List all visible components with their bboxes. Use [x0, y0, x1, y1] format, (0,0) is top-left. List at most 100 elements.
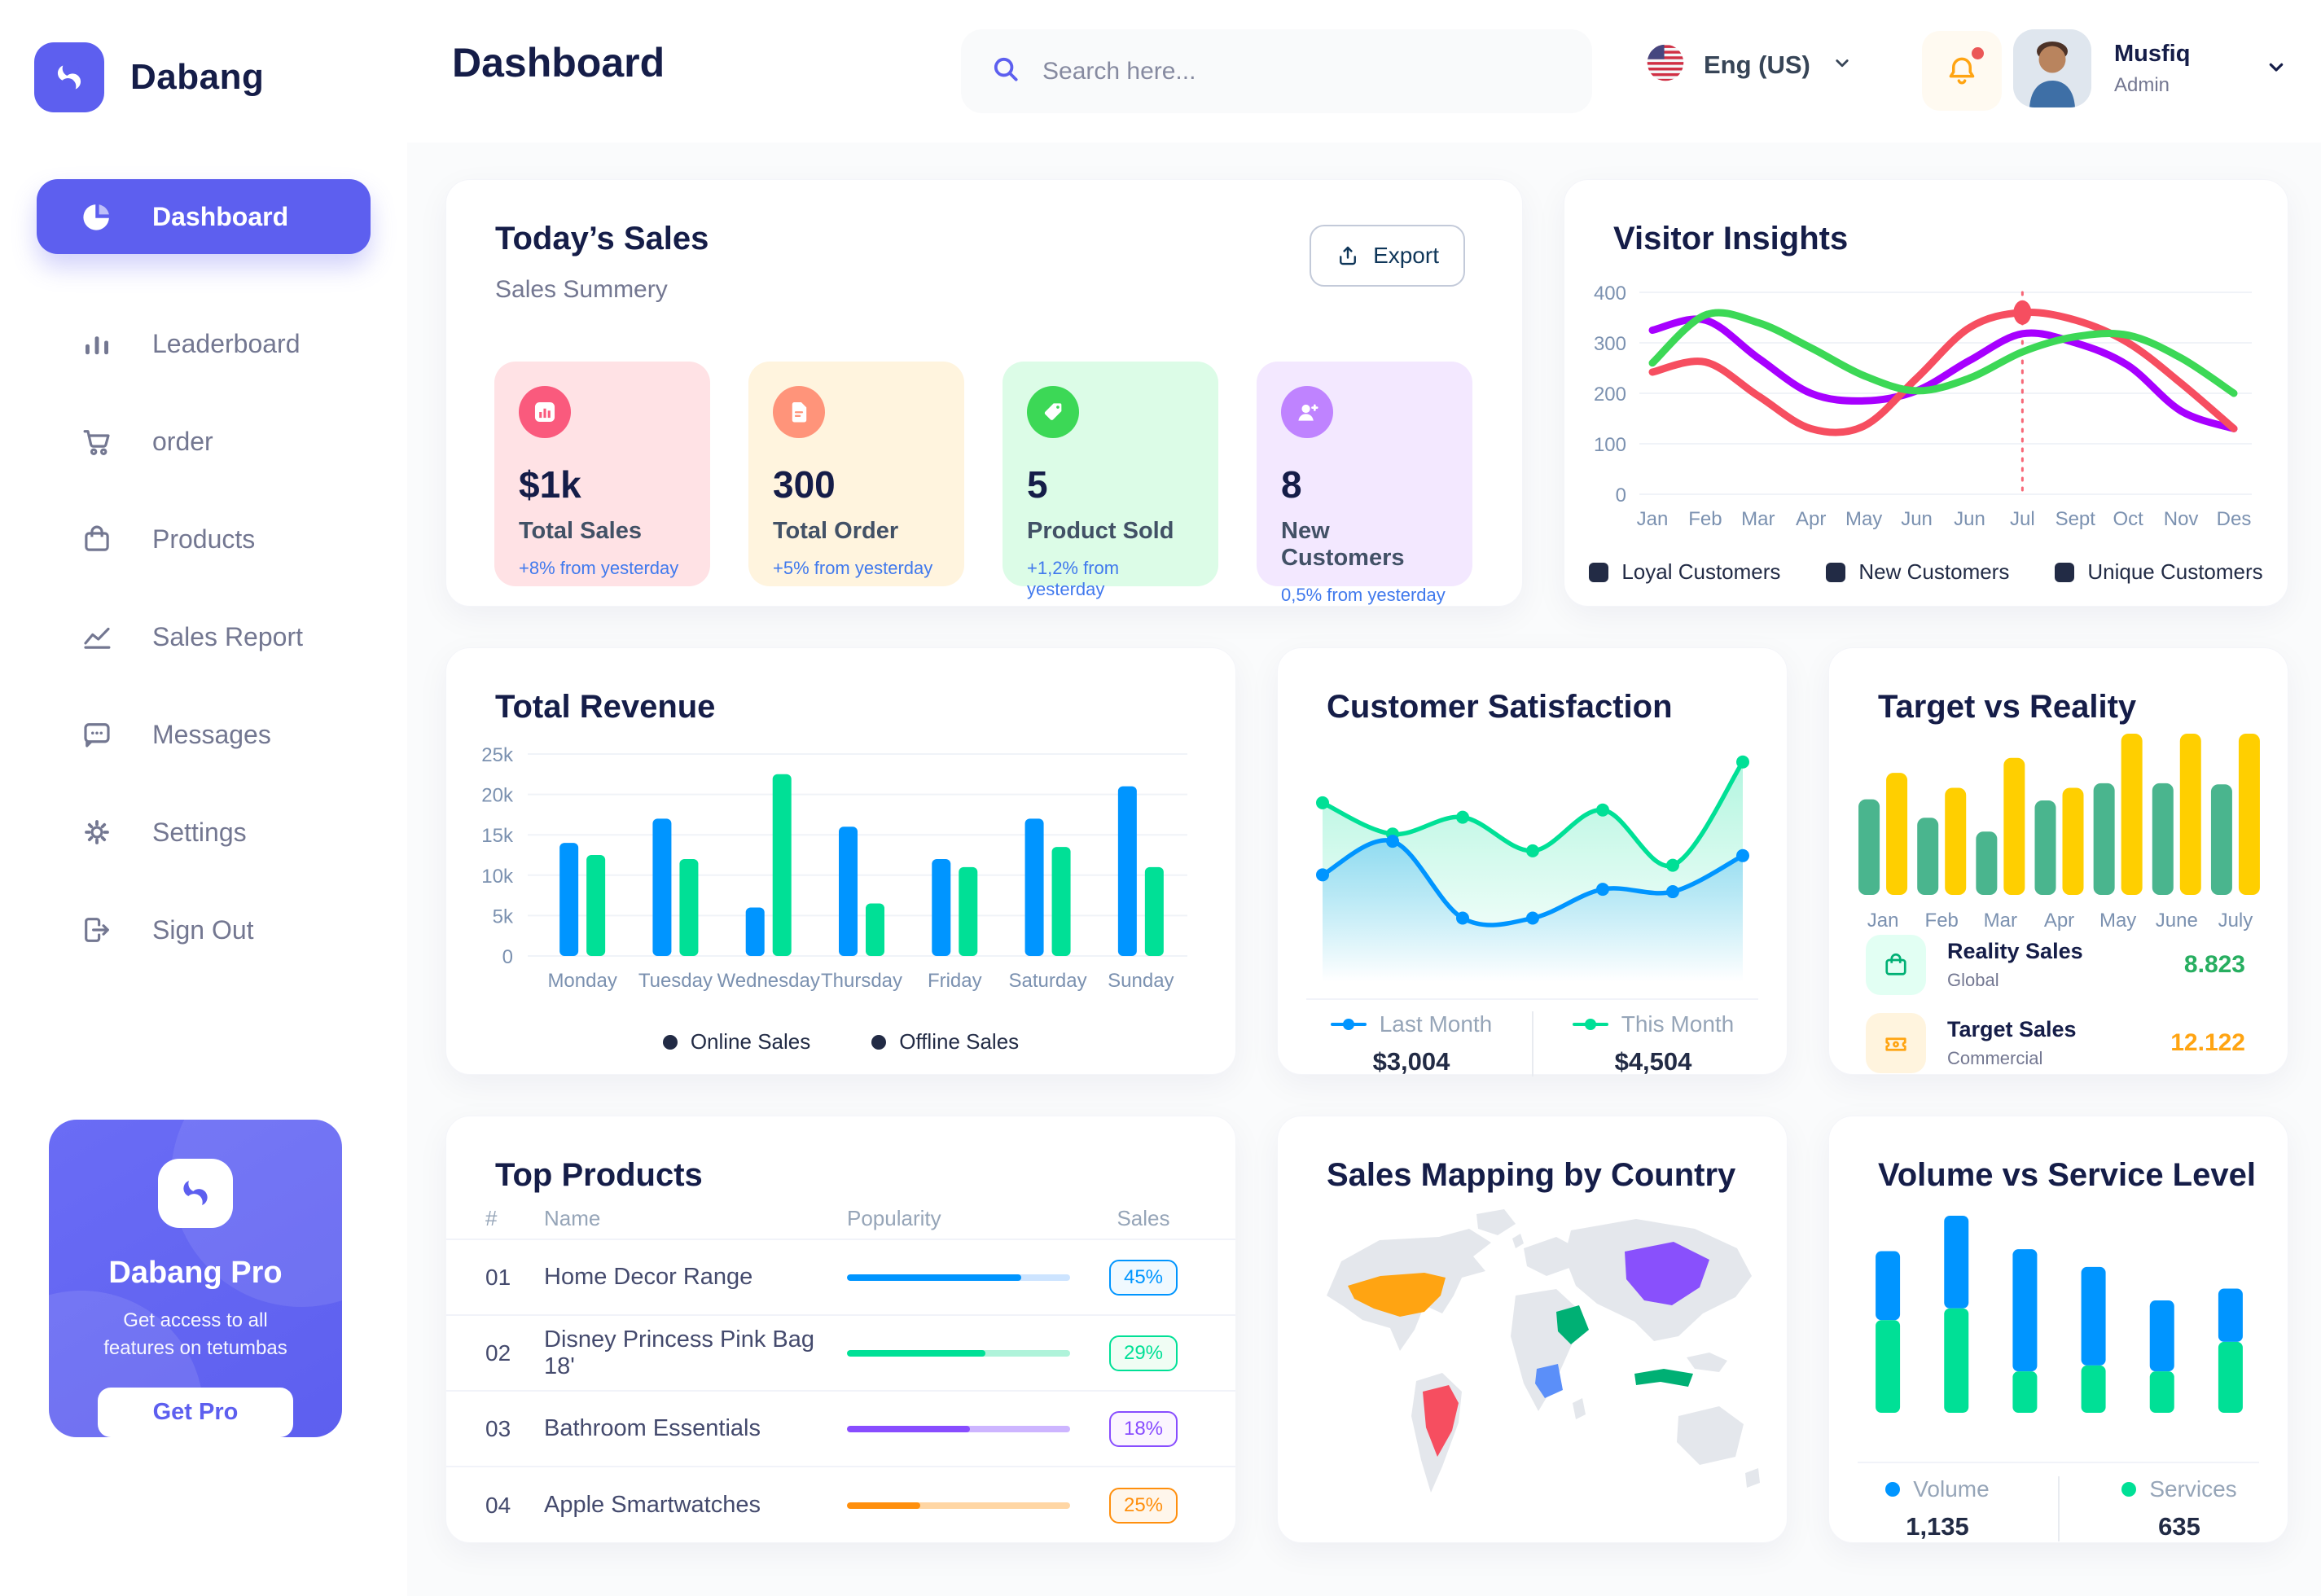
stat-label: New Customers: [1281, 518, 1405, 571]
stat-new-customers: 8 New Customers 0,5% from yesterday: [1257, 362, 1472, 605]
promo-description: Get access to all features on tetumbas: [103, 1309, 287, 1360]
table-row: 02 Disney Princess Pink Bag 18' 29%: [446, 1316, 1235, 1392]
svg-text:Feb: Feb: [1925, 910, 1959, 932]
svg-text:400: 400: [1594, 283, 1626, 305]
top-products-card: Top Products # Name Popularity Sales 01 …: [445, 1116, 1236, 1543]
table-row: 04 Apple Smartwatches 25%: [446, 1467, 1235, 1543]
svg-text:Oct: Oct: [2113, 508, 2144, 530]
search-input[interactable]: [1042, 57, 1563, 86]
svg-text:Jul: Jul: [2010, 508, 2035, 530]
target-sales-row: Target Sales Commercial 12.122: [1866, 1013, 2245, 1073]
svg-text:0: 0: [502, 946, 513, 968]
bag-icon: [79, 521, 115, 557]
visitor-insights-chart: 0 100 200 300 400 Jan Feb Mar Apr May Jun Jun Jul Sep…: [1594, 283, 2252, 530]
svg-text:10k: 10k: [481, 866, 514, 888]
sidebar-item-dashboard[interactable]: Dashboard: [37, 179, 371, 254]
sidebar-item-products[interactable]: Products: [37, 502, 371, 577]
sales-badge: 18%: [1109, 1410, 1178, 1447]
promo-card: Dabang Pro Get access to all features on…: [49, 1120, 342, 1437]
notification-dot: [1972, 47, 1984, 59]
svg-text:Sunday: Sunday: [1108, 970, 1174, 992]
sales-chart-icon: [534, 401, 555, 423]
svg-text:July: July: [2218, 910, 2253, 932]
sign-out-icon: [79, 912, 115, 948]
brand-name: Dabang: [130, 57, 265, 97]
sidebar-item-order[interactable]: order: [37, 404, 371, 479]
target-sales-value: 12.122: [2170, 1029, 2245, 1056]
country-drc: [1535, 1364, 1563, 1398]
svg-text:5k: 5k: [493, 905, 514, 927]
stat-value: 300: [773, 463, 836, 506]
sidebar-item-label: Leaderboard: [152, 328, 301, 358]
popularity-bar: [847, 1349, 1070, 1357]
svg-text:Apr: Apr: [2044, 910, 2074, 932]
sidebar-item-label: Settings: [152, 817, 247, 847]
svg-text:100: 100: [1594, 434, 1626, 456]
legend-volume: Volume 1,135: [1850, 1476, 2025, 1541]
card-title: Total Revenue: [495, 689, 716, 725]
svg-text:Jun: Jun: [1901, 508, 1933, 530]
stat-label: Product Sold: [1027, 518, 1174, 544]
table-body: 01 Home Decor Range 45% 02 Disney Prince…: [446, 1240, 1235, 1543]
profile-meta: Musfiq Admin: [2114, 41, 2190, 97]
volume-total: 1,135: [1906, 1512, 1969, 1541]
card-title: Today’s Sales: [495, 221, 709, 256]
stat-label: Total Sales: [519, 518, 642, 544]
svg-text:Saturday: Saturday: [1009, 970, 1087, 992]
sidebar-item-settings[interactable]: Settings: [37, 795, 371, 870]
map-highlight-countries: [1348, 1242, 1709, 1457]
tag-icon: [1044, 403, 1062, 420]
svg-text:Mar: Mar: [1984, 910, 2017, 932]
sidebar-item-sign-out[interactable]: Sign Out: [37, 892, 371, 967]
reality-sales-value: 8.823: [2183, 951, 2245, 978]
line-chart-icon: [79, 619, 115, 655]
stat-total-sales: $1k Total Sales +8% from yesterday: [494, 362, 710, 586]
svg-text:20k: 20k: [481, 785, 514, 807]
bag-icon: [1866, 935, 1926, 995]
svg-text:Feb: Feb: [1688, 508, 1722, 530]
sidebar-item-label: Messages: [152, 719, 271, 749]
legend-dot: [662, 1034, 678, 1050]
chart-legend: Volume 1,135 Services 635: [1829, 1476, 2288, 1541]
search-bar: [961, 29, 1592, 113]
stat-value: $1k: [519, 463, 581, 506]
chevron-down-icon: [1830, 50, 1854, 79]
us-flag-icon: [1647, 44, 1684, 86]
sidebar-item-sales-report[interactable]: Sales Report: [37, 599, 371, 674]
profile-menu[interactable]: Musfiq Admin: [2013, 29, 2289, 107]
stat-total-order: 300 Total Order +5% from yesterday: [748, 362, 964, 586]
language-selector[interactable]: Eng (US): [1647, 44, 1854, 86]
export-icon: [1340, 246, 1356, 265]
svg-text:Des: Des: [2217, 508, 2252, 530]
sidebar-item-messages[interactable]: Messages: [37, 697, 371, 772]
stat-icon: [1281, 386, 1333, 438]
legend-swatch: [1589, 562, 1609, 582]
legend-swatch: [1826, 562, 1846, 582]
card-title: Top Products: [495, 1157, 703, 1193]
card-title: Customer Satisfaction: [1327, 689, 1673, 725]
svg-text:25k: 25k: [481, 744, 514, 766]
svg-text:Mar: Mar: [1741, 508, 1775, 530]
svg-text:Jun: Jun: [1954, 508, 1985, 530]
promo-logo-icon: [158, 1159, 233, 1228]
cart-icon: [79, 423, 115, 459]
user-role: Admin: [2114, 73, 2170, 96]
card-title: Visitor Insights: [1613, 221, 1849, 256]
get-pro-button[interactable]: Get Pro: [98, 1388, 293, 1437]
notifications-button[interactable]: [1922, 31, 2002, 111]
legend-this-month: This Month $4,504: [1566, 1011, 1741, 1076]
topbar: Dashboard Eng (US) Musfiq Admin: [407, 0, 2321, 142]
legend-texts: Reality Sales Global: [1947, 939, 2083, 990]
svg-text:Jan: Jan: [1867, 910, 1899, 932]
sidebar-item-leaderboard[interactable]: Leaderboard: [37, 306, 371, 381]
sidebar-item-label: order: [152, 426, 213, 456]
svg-text:Jan: Jan: [1637, 508, 1669, 530]
chart-legend: Last Month $3,004 This Month $4,504: [1278, 1011, 1787, 1076]
chart-legend: Online Sales Offline Sales: [446, 1029, 1235, 1054]
sidebar-item-label: Sign Out: [152, 914, 254, 945]
brand: Dabang: [0, 0, 407, 112]
country-usa: [1348, 1273, 1446, 1317]
divider: [1858, 1462, 2259, 1463]
export-button[interactable]: Export: [1310, 225, 1465, 287]
volume-service-chart: [1876, 1216, 2243, 1413]
